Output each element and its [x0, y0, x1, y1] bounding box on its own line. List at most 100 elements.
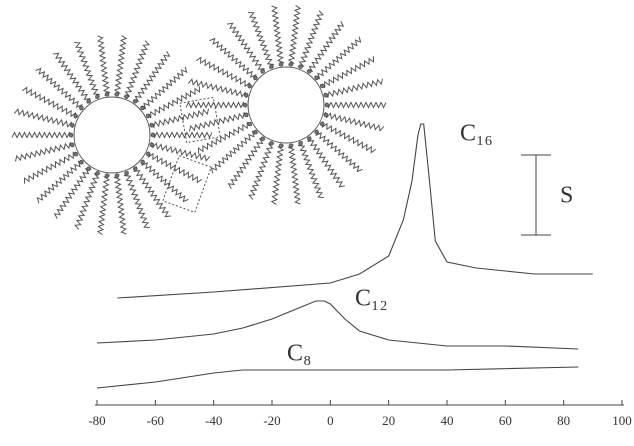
ligand-chain — [189, 111, 249, 132]
ligand-chain — [307, 136, 345, 188]
particle — [247, 66, 325, 144]
head-group — [243, 112, 249, 118]
ligand-chain — [140, 66, 188, 110]
head-group — [306, 136, 312, 142]
dotted-box — [162, 154, 212, 214]
ligand-chain — [150, 141, 211, 162]
ligand-chain — [133, 166, 171, 218]
head-group — [269, 64, 274, 69]
nanoparticle-diagram — [11, 4, 387, 236]
head-group — [314, 129, 319, 135]
curve — [96, 300, 579, 350]
head-group — [124, 171, 129, 176]
head-group — [95, 94, 100, 99]
ligand-chain — [15, 141, 75, 162]
head-group — [140, 159, 145, 165]
head-group — [132, 166, 138, 172]
ligand-chain — [23, 151, 78, 184]
ligand-chain — [287, 143, 301, 205]
head-group — [323, 112, 329, 118]
head-group — [247, 121, 252, 127]
curve — [117, 123, 593, 299]
head-group — [149, 122, 155, 128]
ligand-chain — [306, 21, 345, 73]
head-group — [95, 171, 100, 176]
x-tick-label: -40 — [205, 413, 222, 428]
head-group — [69, 142, 75, 148]
ligand-chain — [287, 4, 302, 66]
head-group — [73, 151, 78, 157]
series-label: C₁₆ — [460, 121, 493, 147]
x-tick-label: -60 — [147, 413, 164, 428]
x-tick-label: 40 — [441, 413, 454, 428]
head-group — [86, 98, 92, 104]
ligand-chain — [146, 86, 201, 119]
head-group — [149, 142, 155, 148]
x-tick-label: 80 — [557, 413, 570, 428]
ligand-chain — [53, 167, 92, 219]
head-group — [247, 83, 252, 89]
head-group — [324, 102, 330, 108]
series-label: C₁₂ — [355, 286, 388, 312]
ligand-chain — [325, 101, 387, 109]
head-group — [269, 141, 274, 146]
head-group — [278, 143, 284, 149]
ligand-chain — [22, 86, 77, 119]
head-group — [298, 64, 303, 69]
head-group — [298, 141, 303, 146]
ligand-chain — [297, 141, 324, 199]
head-group — [253, 129, 258, 135]
ligand-chain — [141, 159, 189, 203]
head-group — [150, 132, 156, 138]
x-tick-label: 0 — [327, 413, 334, 428]
x-tick-label: 60 — [499, 413, 512, 428]
ligand-chain — [324, 111, 385, 132]
head-group — [132, 98, 138, 104]
scale-label: S — [560, 183, 573, 209]
x-tick-label: -80 — [88, 413, 105, 428]
head-group — [314, 75, 319, 81]
head-group — [320, 121, 325, 127]
head-group — [260, 136, 266, 142]
head-group — [68, 132, 74, 138]
ligand-chain — [271, 5, 285, 67]
ligand-chain — [197, 121, 252, 154]
ligand-chain — [147, 151, 202, 184]
ligand-chain — [248, 11, 275, 69]
head-group — [146, 151, 151, 157]
head-group — [104, 173, 110, 179]
series-label: C₈ — [287, 341, 311, 367]
ligand-chain — [35, 67, 83, 111]
ligand-chain — [123, 40, 150, 98]
head-group — [104, 91, 110, 97]
ligand-chain — [320, 56, 375, 89]
ligand-chain — [187, 78, 248, 99]
head-group — [124, 94, 129, 99]
ligand-chain — [149, 108, 209, 129]
head-group — [146, 113, 151, 119]
head-group — [278, 61, 284, 67]
ligand-chain — [151, 131, 213, 139]
head-group — [242, 102, 248, 108]
ligand-chain — [248, 142, 275, 200]
ligand-chain — [97, 35, 111, 97]
head-group — [114, 91, 120, 97]
ligand-chain — [113, 34, 128, 96]
ligand-chain — [132, 51, 171, 103]
ligand-chain — [321, 121, 376, 154]
ligand-chain — [96, 174, 111, 236]
head-group — [288, 143, 294, 149]
particle — [73, 96, 151, 174]
ligand-chain — [227, 137, 266, 189]
ligand-chain — [11, 131, 73, 139]
ligand-chain — [123, 171, 150, 229]
ligand-chain — [13, 108, 74, 129]
head-group — [288, 61, 294, 67]
x-tick-label: -20 — [263, 413, 280, 428]
ligand-chain — [209, 37, 257, 81]
head-group — [79, 159, 84, 165]
ligand-chain — [53, 52, 91, 104]
x-tick-label: 20 — [382, 413, 395, 428]
head-group — [306, 68, 312, 74]
